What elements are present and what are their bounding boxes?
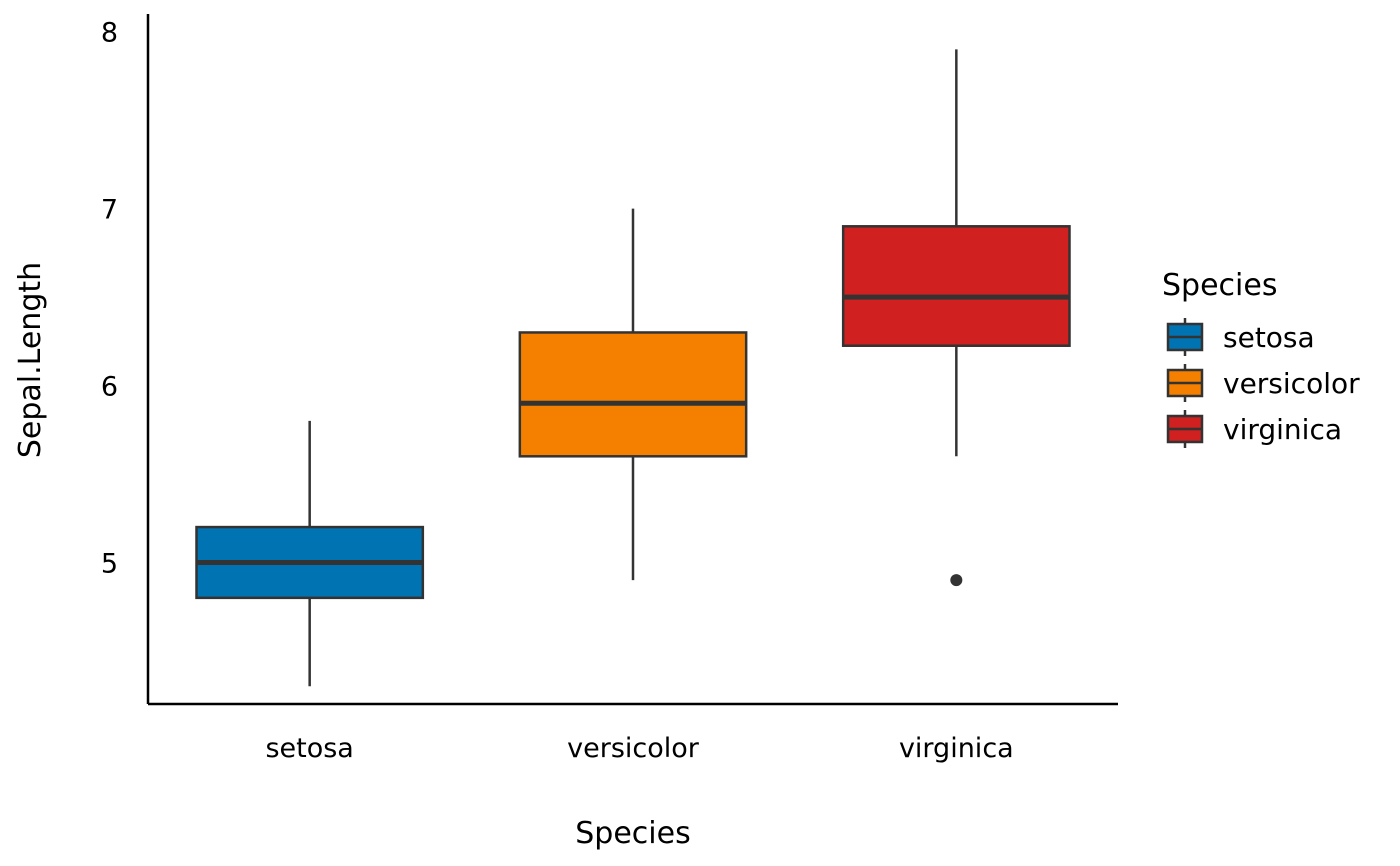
x-tick-label: setosa	[265, 733, 353, 764]
y-axis-title: Sepal.Length	[13, 262, 48, 458]
legend-label: setosa	[1223, 321, 1315, 354]
y-tick-label: 7	[101, 195, 118, 226]
plot-area	[195, 49, 1071, 687]
x-tick-label: virginica	[899, 733, 1014, 764]
x-tick-label: versicolor	[567, 733, 700, 764]
legend-label: virginica	[1223, 413, 1342, 446]
legend: Species setosa versicolor virginica	[1162, 268, 1360, 448]
x-axis-title: Species	[575, 816, 690, 851]
axes: 5 6 7 8 setosa versicolor virginica	[101, 14, 1118, 764]
box-setosa	[195, 420, 425, 687]
legend-title: Species	[1162, 268, 1277, 303]
legend-item-setosa: setosa	[1166, 318, 1315, 356]
box-virginica	[841, 49, 1071, 587]
y-tick-label: 5	[101, 548, 118, 579]
outlier-point	[950, 574, 963, 587]
y-axis-ticks: 5 6 7 8	[101, 18, 118, 580]
iqr-box	[518, 331, 748, 458]
y-tick-label: 6	[101, 372, 118, 403]
legend-item-versicolor: versicolor	[1166, 364, 1360, 402]
x-axis-ticks: setosa versicolor virginica	[265, 733, 1013, 764]
box-versicolor	[518, 208, 748, 581]
iqr-box	[841, 225, 1071, 347]
legend-label: versicolor	[1223, 367, 1360, 400]
y-tick-label: 8	[101, 18, 118, 49]
legend-item-virginica: virginica	[1166, 410, 1342, 448]
